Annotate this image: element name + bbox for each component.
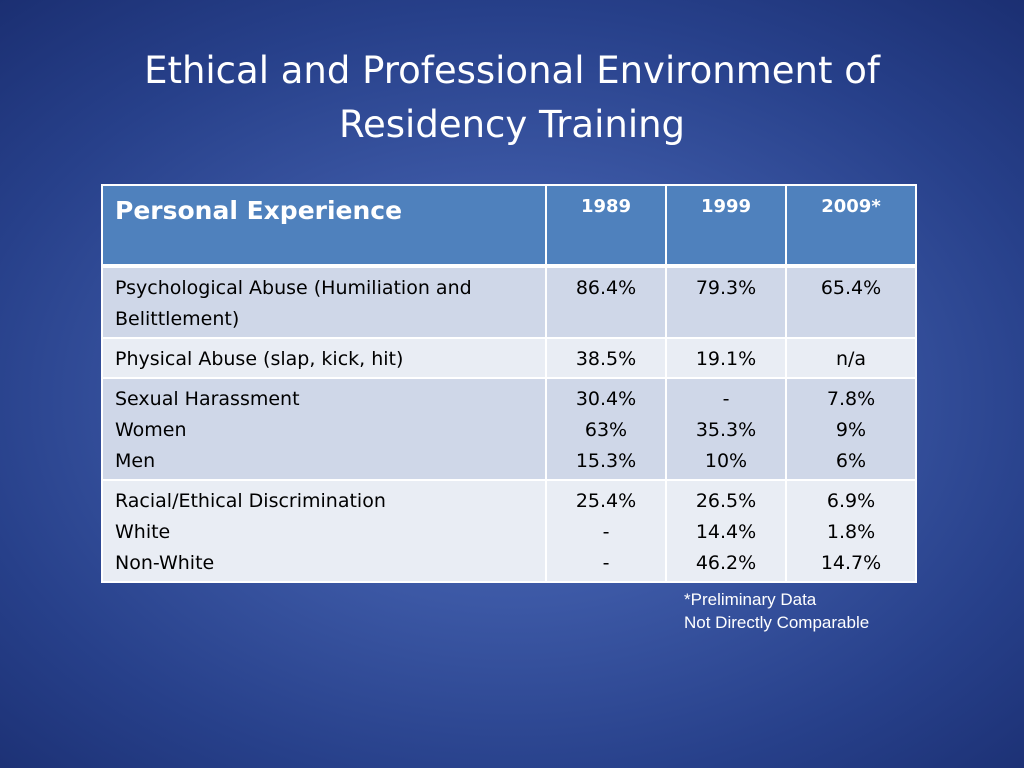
personal-experience-table: Personal Experience 1989 1999 2009* Psyc… xyxy=(101,184,917,583)
cell-1989: 86.4% xyxy=(545,265,667,339)
cell-2009: 7.8% 9% 6% xyxy=(785,377,917,481)
header-2009: 2009* xyxy=(785,184,917,268)
cell-1999: 79.3% xyxy=(665,265,787,339)
slide-title: Ethical and Professional Environment of … xyxy=(0,44,1024,152)
cell-2009: n/a xyxy=(785,337,917,379)
cell-2009: 6.9% 1.8% 14.7% xyxy=(785,479,917,583)
table-row: Racial/Ethical Discrimination White Non-… xyxy=(101,479,917,583)
cell-1999: - 35.3% 10% xyxy=(665,377,787,481)
row-label-racial-discrimination: Racial/Ethical Discrimination White Non-… xyxy=(101,479,547,583)
cell-1999: 19.1% xyxy=(665,337,787,379)
cell-1989: 30.4% 63% 15.3% xyxy=(545,377,667,481)
footnote-not-comparable: Not Directly Comparable xyxy=(684,613,870,632)
header-personal-experience: Personal Experience xyxy=(101,184,547,268)
row-label-psychological-abuse: Psychological Abuse (Humiliation and Bel… xyxy=(101,265,547,339)
table-row: Sexual Harassment Women Men 30.4% 63% 15… xyxy=(101,377,917,481)
row-label-physical-abuse: Physical Abuse (slap, kick, hit) xyxy=(101,337,547,379)
header-1999: 1999 xyxy=(665,184,787,268)
footnote: *Preliminary Data Not Directly Comparabl… xyxy=(684,588,869,634)
row-label-sexual-harassment: Sexual Harassment Women Men xyxy=(101,377,547,481)
cell-2009: 65.4% xyxy=(785,265,917,339)
table-header-row: Personal Experience 1989 1999 2009* xyxy=(101,184,917,268)
header-1989: 1989 xyxy=(545,184,667,268)
slide-title-line-2: Residency Training xyxy=(338,103,686,146)
table-row: Psychological Abuse (Humiliation and Bel… xyxy=(101,265,917,339)
table-row: Physical Abuse (slap, kick, hit) 38.5% 1… xyxy=(101,337,917,379)
cell-1989: 25.4% - - xyxy=(545,479,667,583)
slide-title-line-1: Ethical and Professional Environment of xyxy=(144,49,880,92)
cell-1999: 26.5% 14.4% 46.2% xyxy=(665,479,787,583)
footnote-preliminary: *Preliminary Data xyxy=(684,590,817,609)
cell-1989: 38.5% xyxy=(545,337,667,379)
